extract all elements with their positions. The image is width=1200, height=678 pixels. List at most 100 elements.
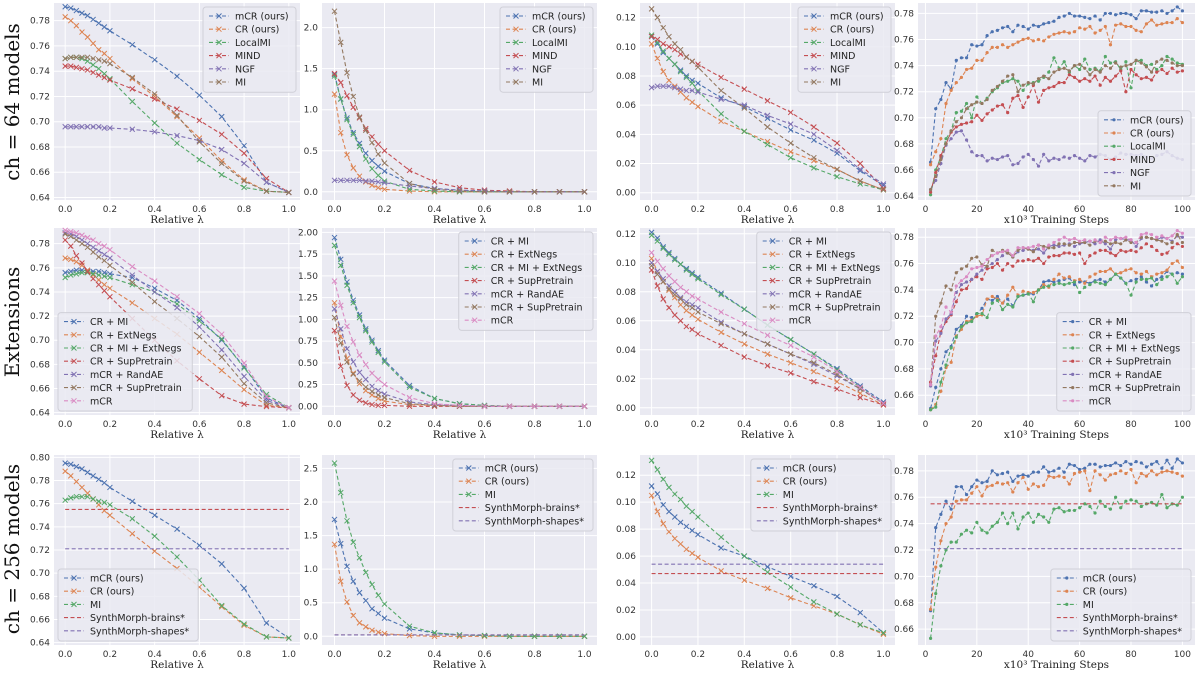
- data-point: [1083, 281, 1087, 285]
- data-point: [949, 540, 953, 544]
- data-point: [1129, 293, 1133, 297]
- data-point: [1180, 461, 1185, 465]
- data-point: [1134, 58, 1138, 63]
- data-point: [787, 370, 794, 376]
- data-point: [1175, 64, 1179, 68]
- series-ngf: [648, 83, 887, 187]
- data-point: [1160, 234, 1164, 238]
- y-tick-label: 0.74: [894, 62, 914, 72]
- x-axis-label: Relative λ: [433, 659, 487, 671]
- data-point: [101, 479, 108, 486]
- data-point: [107, 246, 113, 253]
- data-point: [1149, 70, 1154, 74]
- data-point: [1088, 67, 1092, 72]
- x-tick-label: 0.4: [737, 650, 752, 660]
- data-point: [1139, 275, 1143, 279]
- data-point: [718, 342, 724, 349]
- data-point: [1016, 527, 1020, 531]
- data-point: [1062, 283, 1066, 287]
- data-point: [356, 352, 363, 358]
- data-point: [985, 485, 989, 489]
- y-tick-label: 0.12: [616, 230, 636, 240]
- data-point: [241, 386, 247, 393]
- data-point: [90, 123, 96, 130]
- data-point: [344, 152, 350, 158]
- data-point: [1103, 75, 1107, 79]
- data-point: [1052, 283, 1056, 287]
- y-tick-label: 0.72: [894, 88, 914, 98]
- data-point: [980, 101, 984, 106]
- data-point: [1103, 504, 1107, 509]
- data-point: [934, 178, 938, 183]
- legend-marker: [471, 277, 478, 284]
- data-point: [689, 326, 696, 333]
- data-point: [1021, 88, 1025, 93]
- data-point: [954, 335, 958, 339]
- data-point: [369, 388, 375, 395]
- data-point: [1093, 31, 1097, 35]
- data-point: [1000, 308, 1005, 312]
- data-point: [990, 45, 994, 49]
- data-point: [1083, 238, 1087, 242]
- data-point: [506, 188, 513, 195]
- data-point: [84, 12, 91, 19]
- legend-marker: [811, 79, 817, 85]
- data-point: [1000, 250, 1005, 254]
- legend-label: SynthMorph-shapes*: [90, 626, 189, 637]
- data-point: [1057, 281, 1061, 285]
- data-point: [1052, 254, 1056, 258]
- data-point: [980, 43, 984, 47]
- series-mind: [928, 66, 1185, 194]
- data-point: [356, 554, 363, 561]
- y-tick-label: 0.78: [30, 17, 50, 27]
- legend-marker: [1071, 346, 1075, 350]
- data-point: [129, 498, 136, 505]
- data-point: [1016, 94, 1020, 98]
- data-point: [1062, 470, 1066, 474]
- data-point: [79, 65, 85, 72]
- data-point: [944, 80, 948, 85]
- data-point: [67, 54, 74, 61]
- legend-marker: [71, 358, 77, 365]
- data-point: [1052, 243, 1056, 247]
- data-point: [944, 142, 948, 146]
- data-point: [73, 229, 80, 236]
- data-point: [581, 403, 588, 410]
- data-point: [1062, 14, 1066, 18]
- data-point: [1011, 305, 1015, 309]
- data-point: [671, 255, 678, 262]
- data-point: [741, 577, 748, 584]
- legend-marker: [1112, 184, 1116, 188]
- data-point: [1052, 240, 1056, 245]
- legend-label: CR + ExtNegs: [789, 250, 856, 261]
- data-point: [331, 314, 338, 321]
- data-point: [84, 67, 91, 73]
- data-point: [196, 139, 203, 145]
- data-point: [1098, 70, 1102, 74]
- x-tick-label: 0.2: [377, 420, 391, 430]
- data-point: [939, 380, 943, 384]
- data-point: [1134, 481, 1138, 485]
- data-point: [1155, 277, 1159, 281]
- data-point: [1016, 40, 1020, 44]
- x-tick-label: 100: [1174, 420, 1191, 430]
- data-point: [939, 389, 943, 393]
- y-tick-label: 0.72: [30, 546, 50, 556]
- data-point: [1103, 280, 1107, 284]
- data-point: [964, 264, 969, 268]
- data-point: [857, 178, 864, 184]
- data-point: [362, 150, 369, 157]
- legend-marker: [769, 264, 776, 271]
- data-point: [350, 177, 357, 184]
- data-point: [506, 188, 513, 194]
- y-tick-label: 0.76: [894, 493, 914, 503]
- x-tick-label: 0.4: [147, 650, 162, 660]
- data-point: [671, 491, 678, 497]
- data-point: [1078, 467, 1082, 472]
- data-point: [1067, 73, 1071, 77]
- series-mcr-suppretrain: [648, 262, 887, 407]
- data-point: [196, 137, 203, 144]
- data-point: [944, 305, 948, 309]
- legend-marker: [471, 264, 478, 271]
